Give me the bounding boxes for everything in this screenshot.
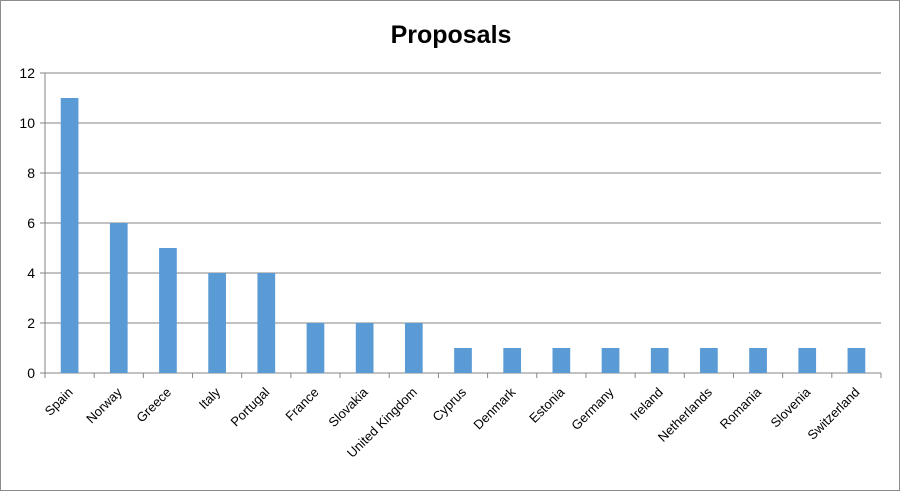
x-tick-label: Germany bbox=[568, 384, 617, 433]
x-tick-label: Greece bbox=[133, 385, 174, 426]
y-tick-label: 12 bbox=[19, 65, 35, 81]
x-tick-label: Norway bbox=[83, 384, 125, 426]
y-axis-ticks: 0 2 4 6 8 10 12 bbox=[19, 65, 35, 381]
x-tick-label: Romania bbox=[717, 384, 765, 432]
x-tick-label: Italy bbox=[196, 384, 224, 412]
bar bbox=[798, 348, 817, 373]
y-tick-label: 6 bbox=[27, 215, 35, 231]
x-tick-label: Spain bbox=[42, 385, 76, 419]
bar bbox=[454, 348, 472, 373]
y-tick-label: 10 bbox=[19, 115, 35, 131]
bar bbox=[650, 348, 669, 373]
y-tick-label: 2 bbox=[27, 315, 35, 331]
x-tick-label: France bbox=[282, 385, 321, 424]
y-tick-label: 4 bbox=[27, 265, 35, 281]
x-tick-label: Slovenia bbox=[767, 384, 813, 430]
bar bbox=[208, 273, 226, 373]
y-tick-label: 0 bbox=[27, 365, 35, 381]
bar bbox=[159, 248, 177, 373]
bar bbox=[257, 273, 276, 373]
bar bbox=[306, 323, 325, 373]
bar bbox=[60, 98, 79, 373]
bars bbox=[60, 98, 866, 373]
x-tick-label: Estonia bbox=[526, 384, 568, 426]
gridlines bbox=[40, 72, 882, 378]
x-tick-label: Denmark bbox=[470, 384, 518, 432]
x-tick-label: Portugal bbox=[228, 384, 273, 429]
x-tick-label: Switzerland bbox=[804, 385, 862, 443]
bar bbox=[601, 348, 620, 373]
bar bbox=[749, 348, 767, 373]
x-axis-ticks: Spain Norway Greece Italy Portugal France Slov… bbox=[42, 384, 863, 461]
bar bbox=[700, 348, 718, 373]
bar bbox=[404, 323, 423, 373]
x-tick-label: Ireland bbox=[627, 385, 666, 424]
x-tick-label: Slovakia bbox=[325, 384, 371, 430]
x-tick-label: Cyprus bbox=[429, 384, 469, 424]
chart-title: Proposals bbox=[391, 21, 512, 49]
bar bbox=[847, 348, 866, 373]
bar bbox=[552, 348, 571, 373]
bar bbox=[503, 348, 522, 373]
bar bbox=[109, 223, 128, 373]
y-tick-label: 8 bbox=[27, 165, 35, 181]
bar bbox=[355, 323, 374, 373]
